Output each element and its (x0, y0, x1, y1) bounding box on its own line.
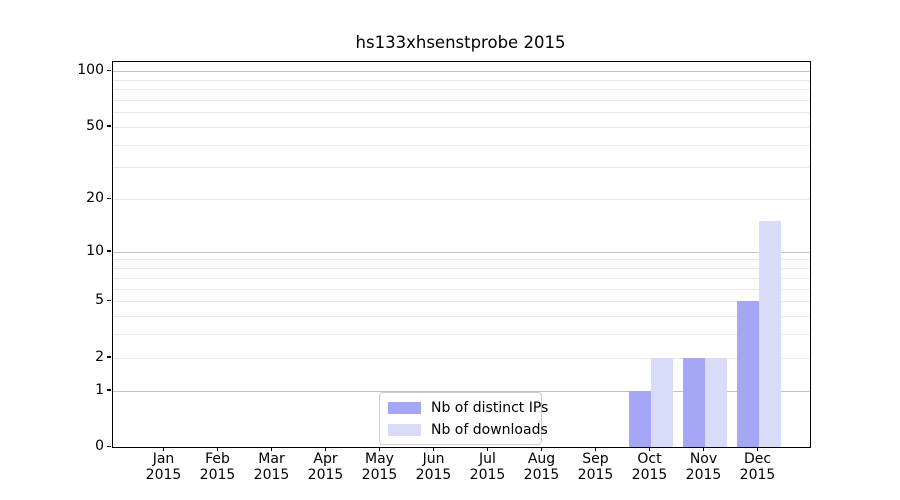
bar-nb-of-distinct-ips-dec-2015 (736, 301, 759, 447)
x-tick-mark-mar-2015 (270, 447, 273, 452)
x-tick-label-year: 2015 (685, 466, 722, 483)
x-tick-label-apr-2015: Apr 2015 (286, 451, 366, 483)
bar-nb-of-distinct-ips-oct-2015 (628, 390, 651, 447)
x-tick-label-month: Jan (152, 451, 175, 467)
legend-swatch-distinct-ips-icon (388, 401, 421, 414)
x-tick-label-year: 2015 (253, 466, 290, 483)
x-tick-label-year: 2015 (577, 466, 614, 483)
legend-item-downloads: Nb of downloads (388, 421, 548, 438)
x-tick-label-year: 2015 (631, 466, 668, 483)
gridline-major-10 (113, 251, 810, 253)
legend-label-downloads: Nb of downloads (431, 421, 548, 438)
x-tick-label-month: Oct (637, 451, 662, 467)
x-tick-label-year: 2015 (469, 466, 506, 483)
y-tick-mark-0 (107, 445, 111, 447)
gridline-major-100 (113, 71, 810, 73)
x-tick-label-mar-2015: Mar 2015 (232, 451, 312, 483)
x-tick-mark-feb-2015 (216, 447, 219, 452)
gridline-minor-8 (113, 268, 810, 270)
x-tick-label-month: Nov (689, 451, 718, 467)
x-tick-label-month: Feb (205, 451, 230, 467)
y-tick-label-100: 100 (77, 62, 104, 79)
legend-item-distinct-ips: Nb of distinct IPs (388, 399, 548, 416)
y-tick-label-1: 1 (95, 381, 104, 398)
plot-area: Nb of distinct IPs Nb of downloads (112, 61, 811, 448)
x-tick-mark-jul-2015 (486, 447, 489, 452)
y-tick-label-20: 20 (86, 190, 104, 207)
y-tick-mark-10 (107, 250, 111, 252)
gridline-minor-40 (113, 144, 810, 146)
gridline-minor-6 (113, 288, 810, 290)
y-tick-mark-20 (107, 197, 111, 200)
x-tick-label-aug-2015: Aug 2015 (502, 451, 582, 483)
y-tick-label-50: 50 (86, 117, 104, 134)
bar-nb-of-downloads-oct-2015 (650, 357, 673, 447)
gridline-minor-2 (113, 357, 810, 359)
x-tick-mark-may-2015 (378, 447, 381, 452)
legend-label-distinct-ips: Nb of distinct IPs (431, 399, 549, 416)
x-tick-label-sep-2015: Sep 2015 (556, 451, 636, 483)
y-tick-label-2: 2 (95, 348, 104, 365)
y-tick-label-0: 0 (95, 438, 104, 454)
x-tick-label-jun-2015: Jun 2015 (394, 451, 474, 483)
gridline-minor-4 (113, 315, 810, 317)
x-tick-label-month: Aug (527, 451, 556, 467)
y-tick-label-5: 5 (95, 292, 104, 309)
x-tick-label-month: Jun (422, 451, 445, 467)
gridline-minor-5 (113, 301, 810, 303)
legend-swatch-downloads-icon (388, 423, 421, 436)
x-tick-mark-oct-2015 (648, 447, 651, 452)
bar-nb-of-downloads-dec-2015 (758, 221, 781, 447)
y-tick-mark-5 (107, 299, 111, 302)
gridline-minor-60 (113, 112, 810, 114)
x-tick-label-oct-2015: Oct 2015 (610, 451, 690, 483)
y-tick-mark-1 (107, 389, 111, 391)
y-tick-mark-100 (107, 69, 111, 72)
x-tick-label-nov-2015: Nov 2015 (664, 451, 744, 483)
x-tick-mark-jun-2015 (432, 447, 435, 452)
x-tick-label-jul-2015: Jul 2015 (448, 451, 528, 483)
x-tick-label-may-2015: May 2015 (340, 451, 420, 483)
x-tick-label-jan-2015: Jan 2015 (124, 451, 204, 483)
gridline-minor-90 (113, 79, 810, 81)
x-tick-label-month: Jul (479, 451, 496, 467)
x-tick-mark-nov-2015 (702, 447, 705, 452)
gridline-minor-3 (113, 334, 810, 336)
gridline-minor-70 (113, 99, 810, 101)
gridline-major-1 (113, 390, 810, 392)
x-tick-label-month: Dec (743, 451, 772, 467)
gridline-minor-20 (113, 199, 810, 201)
bar-nb-of-downloads-nov-2015 (704, 357, 727, 447)
x-tick-mark-apr-2015 (324, 447, 327, 452)
bar-nb-of-distinct-ips-nov-2015 (682, 357, 705, 447)
x-tick-mark-aug-2015 (540, 447, 543, 452)
y-tick-mark-2 (107, 356, 111, 358)
gridline-minor-50 (113, 126, 810, 128)
x-tick-label-month: Apr (313, 451, 338, 467)
x-tick-label-month: May (365, 451, 394, 467)
x-tick-label-year: 2015 (415, 466, 452, 483)
x-tick-label-dec-2015: Dec 2015 (718, 451, 798, 483)
legend: Nb of distinct IPs Nb of downloads (379, 392, 548, 445)
x-tick-mark-dec-2015 (756, 447, 759, 452)
x-tick-label-year: 2015 (145, 466, 182, 483)
x-tick-label-feb-2015: Feb 2015 (178, 451, 258, 483)
x-tick-label-year: 2015 (523, 466, 560, 483)
chart-title: hs133xhsenstprobe 2015 (355, 33, 566, 52)
x-tick-label-year: 2015 (307, 466, 344, 483)
gridline-minor-9 (113, 259, 810, 261)
x-tick-label-month: Mar (258, 451, 285, 467)
gridline-minor-30 (113, 167, 810, 169)
x-tick-label-year: 2015 (739, 466, 776, 483)
x-tick-label-year: 2015 (199, 466, 236, 483)
y-tick-label-10: 10 (86, 242, 104, 259)
x-tick-label-month: Sep (582, 451, 609, 467)
x-tick-label-year: 2015 (361, 466, 398, 483)
x-tick-mark-sep-2015 (594, 447, 597, 452)
gridline-minor-80 (113, 89, 810, 91)
y-tick-mark-50 (107, 125, 111, 127)
x-tick-mark-jan-2015 (162, 447, 165, 452)
gridline-minor-7 (113, 277, 810, 279)
